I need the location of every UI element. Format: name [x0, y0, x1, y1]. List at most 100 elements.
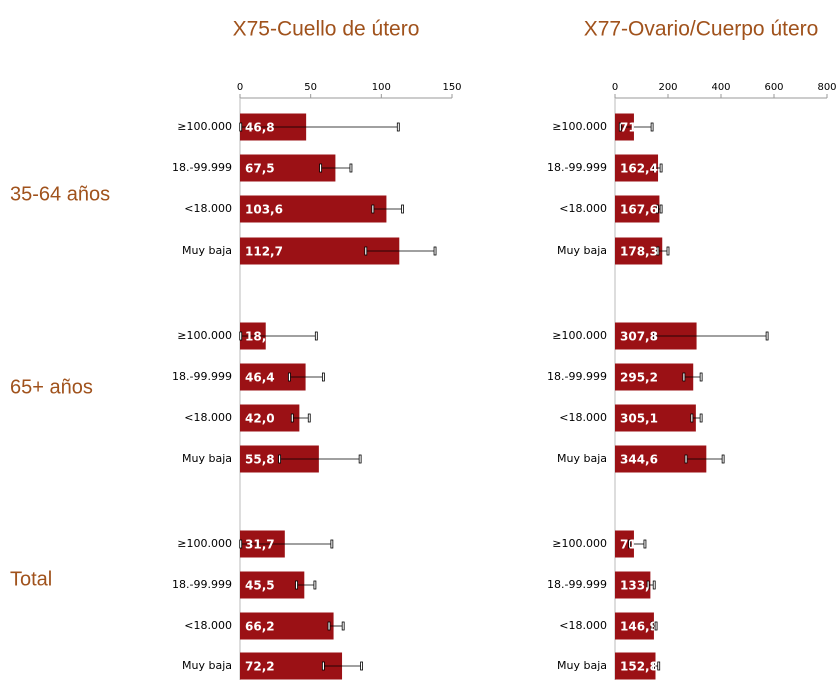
error-cap [682, 372, 686, 382]
error-cap [684, 454, 688, 464]
error-bar [653, 163, 663, 173]
value-label: 152,8 [620, 660, 658, 674]
error-bar [650, 621, 658, 631]
value-label: 45,5 [245, 579, 275, 593]
value-label: 71 [620, 538, 637, 552]
x-tick-label: 800 [817, 82, 836, 93]
category-label: 18.-99.999 [547, 370, 607, 383]
error-bar [327, 621, 345, 631]
error-cap [321, 372, 325, 382]
error-bar [239, 331, 318, 341]
value-label: 67,5 [245, 162, 275, 176]
error-cap [321, 661, 325, 671]
error-bar [295, 580, 317, 590]
category-label: <18.000 [184, 411, 232, 424]
error-cap [371, 204, 375, 214]
category-label: <18.000 [184, 202, 232, 215]
error-bar [321, 661, 363, 671]
value-label: 66,2 [245, 620, 275, 634]
error-cap [341, 621, 345, 631]
bar [240, 404, 300, 432]
value-label: 305,1 [620, 412, 658, 426]
error-cap [666, 246, 670, 256]
x-tick-label: 150 [442, 82, 461, 93]
bar [615, 612, 654, 640]
error-cap [307, 413, 311, 423]
error-bar [656, 246, 670, 256]
error-bar [628, 539, 647, 549]
bar [615, 237, 663, 265]
error-cap [646, 580, 650, 590]
x-tick-label: 400 [711, 82, 730, 93]
error-cap [765, 331, 769, 341]
bar [615, 363, 694, 391]
error-bar [290, 413, 311, 423]
error-cap [401, 204, 404, 214]
bar [615, 652, 656, 680]
error-cap [656, 204, 659, 214]
value-label: 133, [620, 579, 650, 593]
value-label: 18, [245, 330, 266, 344]
bar [615, 530, 634, 558]
error-cap [358, 454, 362, 464]
error-bar [646, 580, 656, 590]
error-cap [290, 413, 294, 423]
value-label: 178,3 [620, 245, 658, 259]
error-cap [396, 122, 400, 132]
error-cap [327, 621, 331, 631]
chart-title: X77-Ovario/Cuerpo útero [584, 18, 819, 41]
error-cap [288, 372, 291, 382]
chart-title: X75-Cuello de útero [233, 18, 420, 41]
bar [615, 195, 660, 223]
error-bar [652, 661, 661, 671]
error-cap [239, 539, 243, 549]
value-label: 55,8 [245, 453, 275, 467]
error-cap [618, 122, 622, 132]
x-tick-label: 100 [372, 82, 391, 93]
category-label: 18.-99.999 [547, 578, 607, 591]
error-cap [349, 163, 353, 173]
value-label: 42,0 [245, 412, 275, 426]
category-label: 18.-99.999 [172, 578, 232, 591]
error-cap [656, 246, 660, 256]
bar [240, 195, 387, 223]
error-cap [659, 204, 663, 214]
error-cap [650, 621, 654, 631]
category-label: 18.-99.999 [172, 370, 232, 383]
category-label: ≥100.000 [177, 537, 232, 550]
error-cap [657, 661, 661, 671]
error-cap [330, 539, 334, 549]
value-label: 46,4 [245, 371, 275, 385]
value-label: 112,7 [245, 245, 283, 259]
error-cap [628, 539, 631, 549]
error-cap [239, 122, 243, 132]
category-label: Muy baja [557, 659, 607, 672]
value-label: 72,2 [245, 660, 275, 674]
error-cap [653, 163, 657, 173]
category-label: <18.000 [184, 619, 232, 632]
value-label: 344,6 [620, 453, 658, 467]
category-label: 18.-99.999 [172, 161, 232, 174]
error-bar [653, 331, 769, 341]
value-label: 71 [620, 121, 637, 135]
error-cap [699, 372, 703, 382]
error-bar [364, 246, 437, 256]
error-bar [618, 122, 654, 132]
error-bar [656, 204, 663, 214]
bar [240, 612, 334, 640]
category-label: <18.000 [559, 202, 607, 215]
bar [615, 571, 651, 599]
value-label: 103,6 [245, 203, 283, 217]
category-label: ≥100.000 [552, 329, 607, 342]
bar [240, 571, 305, 599]
category-label: 18.-99.999 [547, 161, 607, 174]
category-label: ≥100.000 [552, 537, 607, 550]
error-cap [652, 661, 655, 671]
bar [615, 154, 659, 182]
error-cap [643, 539, 647, 549]
error-bar [690, 413, 703, 423]
error-bar [684, 454, 725, 464]
category-label: ≥100.000 [177, 329, 232, 342]
category-label: Muy baja [182, 659, 232, 672]
value-label: 167,6 [620, 203, 658, 217]
